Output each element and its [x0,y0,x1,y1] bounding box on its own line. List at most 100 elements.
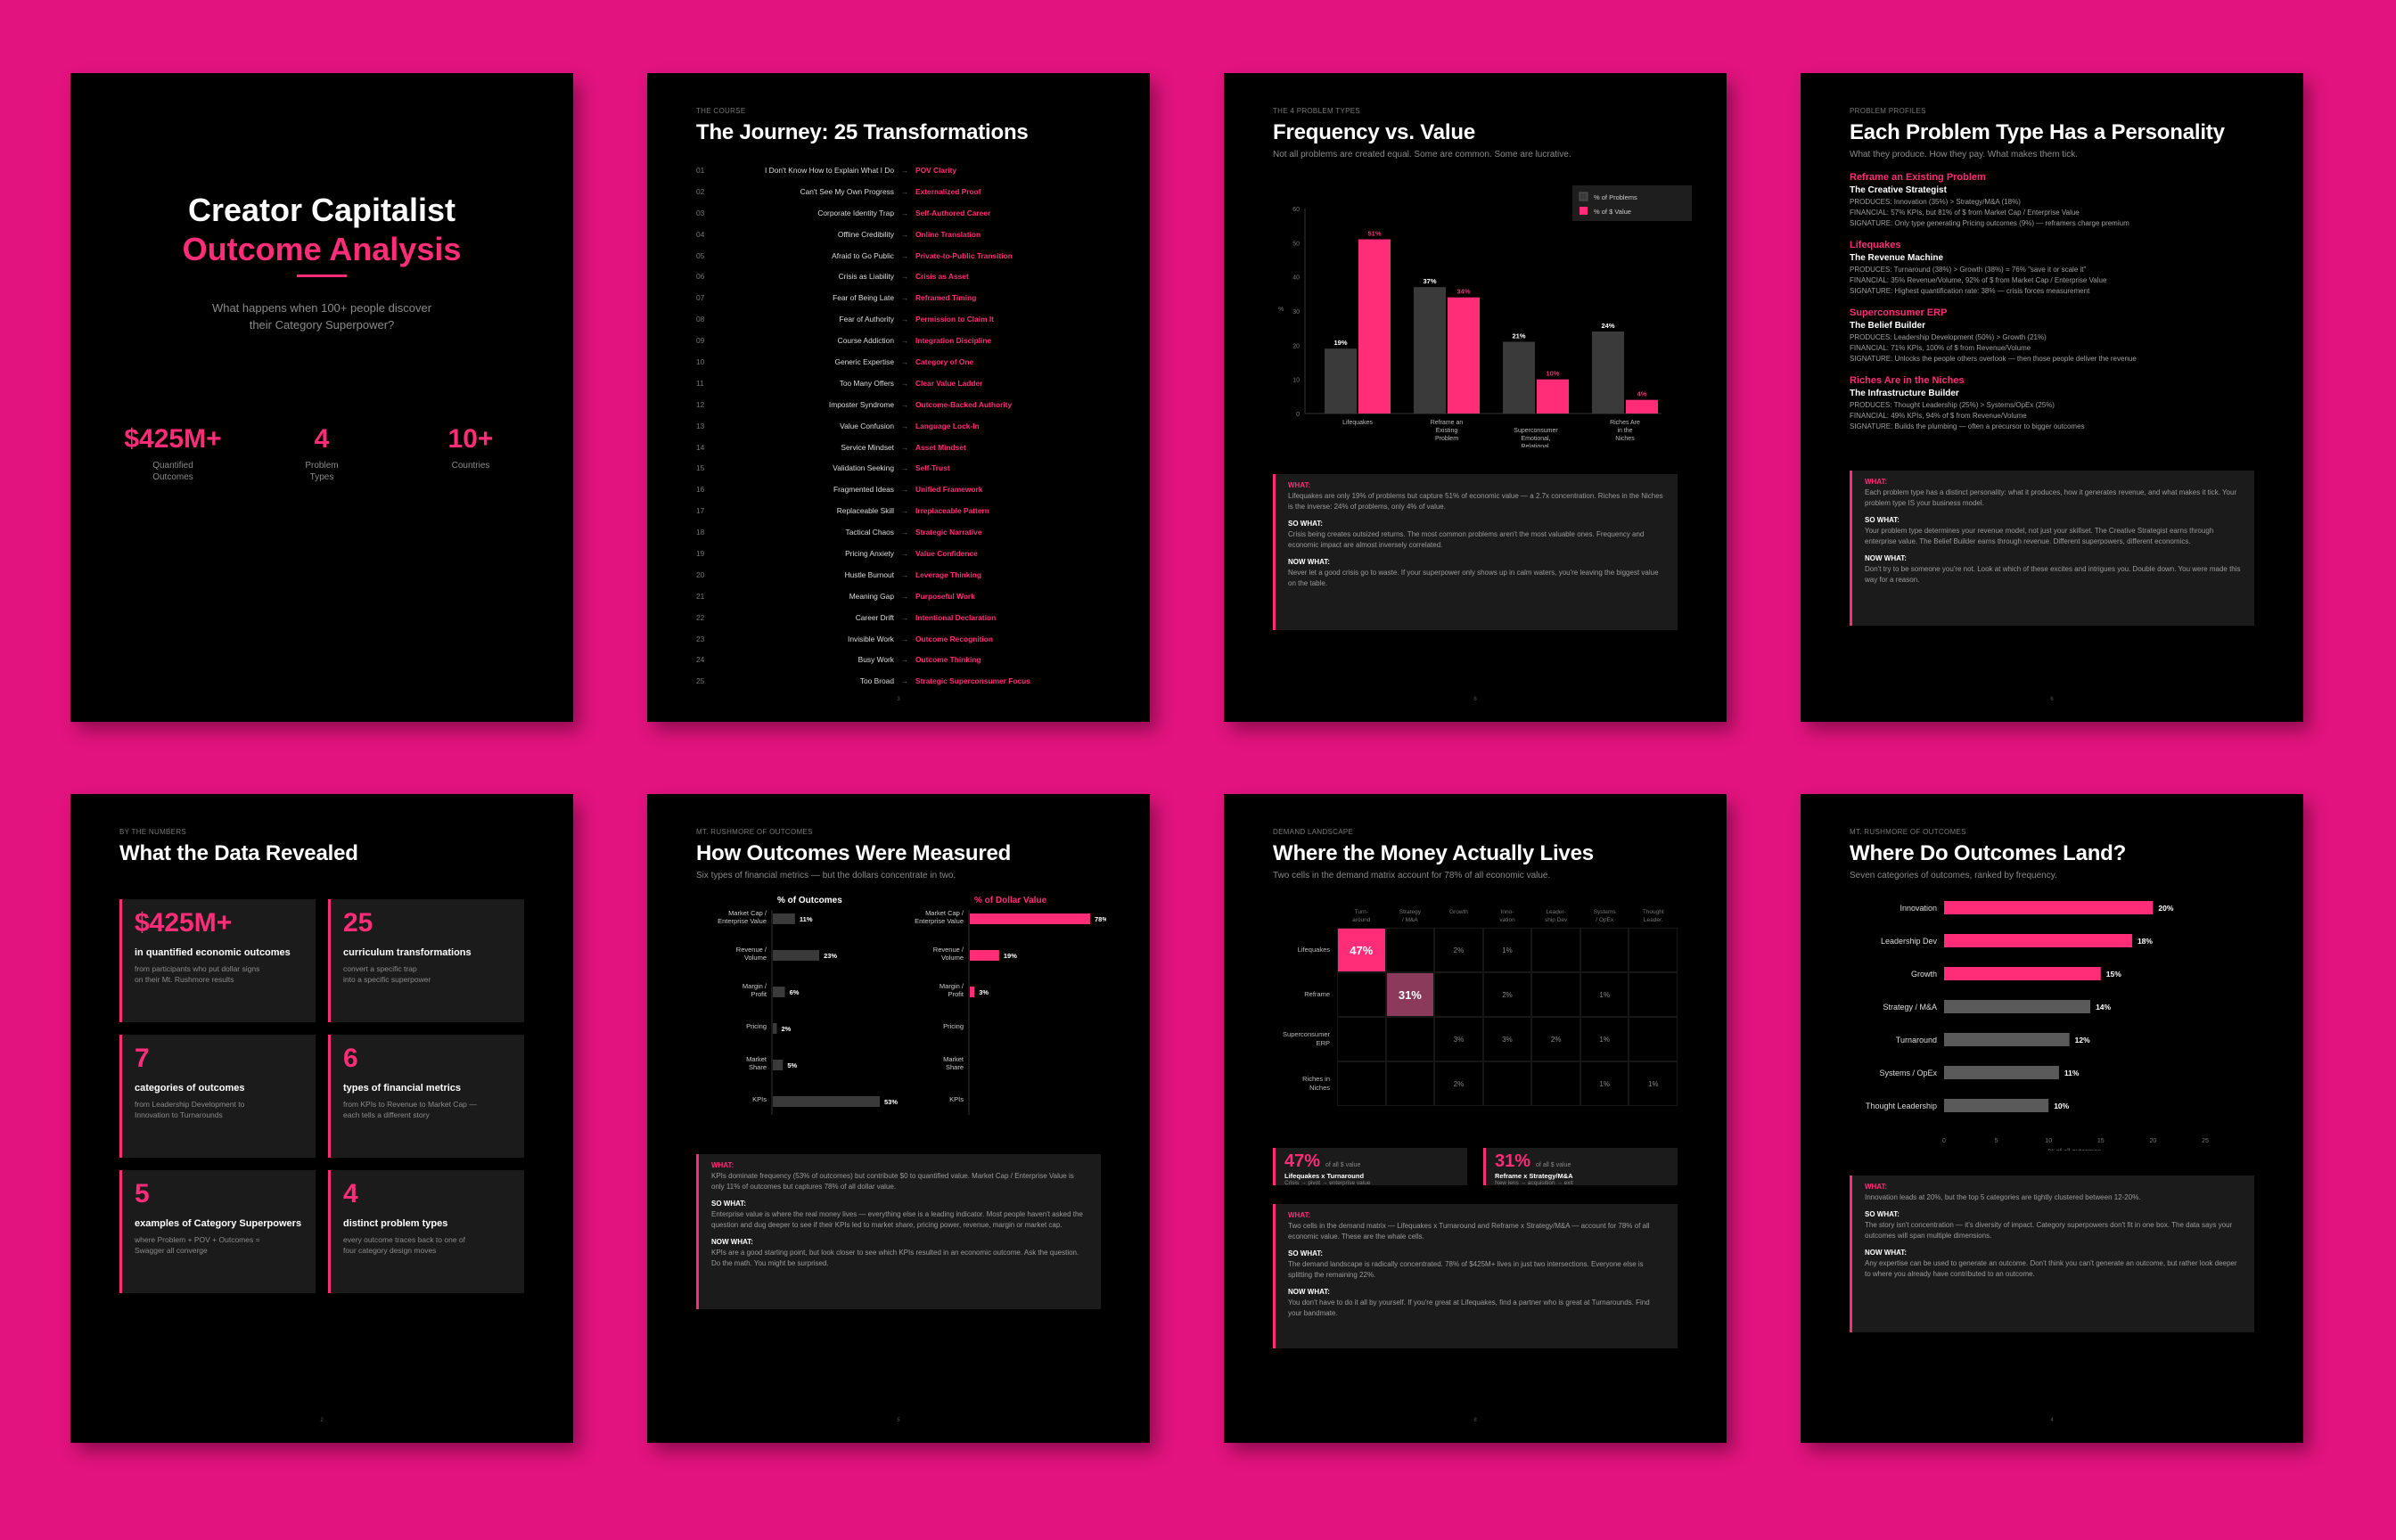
horizontal-bar [1944,1066,2059,1079]
x-tick-label: 20 [2150,1138,2157,1144]
heatmap-cell: 2% [1531,1017,1580,1061]
arrow-right-icon: → [900,165,909,175]
arrow-right-icon: → [900,676,909,686]
y-tick-label: 10 [1292,378,1300,384]
cover-page: Creator Capitalist Outcome Analysis What… [70,73,573,722]
page-number: 2 [320,1418,324,1423]
stat-card: 6 types of financial metrics from KPIs t… [328,1035,524,1158]
transformation-from: Value Confusion [840,421,894,430]
arrow-right-icon: → [900,293,909,303]
outcomes-land-page: Mt. Rushmore of Outcomes Where Do Outcom… [1801,794,2303,1443]
stat-card-label: categories of outcomes [135,1083,245,1094]
arrow-right-icon: → [900,548,909,558]
x-tick-label: Problem [1435,436,1458,442]
transformation-number: 06 [696,272,705,282]
so-what-text: Enterprise value is where the real money… [711,1210,1083,1229]
page-number: 3 [897,697,900,702]
horizontal-bar [1944,967,2101,980]
cover-stat-label: Quantified Outcomes [106,460,240,483]
x-tick-label: in the [1617,428,1632,434]
page-title: Frequency vs. Value [1273,120,1475,144]
stat-card: $425M+ in quantified economic outcomes f… [119,899,316,1022]
transformation-row: 04 Offline Credibility → Online Translation [696,224,1101,245]
bar-category-label: Thought Leadership [1866,1102,1937,1110]
profile-signature: SIGNATURE: Unlocks the people others ove… [1850,355,2137,363]
transformation-to: Value Confidence [915,548,978,558]
bar-category-label: Pricing [943,1022,964,1030]
transformation-row: 19 Pricing Anxiety → Value Confidence [696,543,1101,564]
stat-card-value: 6 [343,1044,358,1073]
arrow-right-icon: → [900,208,909,217]
heatmap-row-label: Reframe [1304,990,1330,998]
profile-name: Lifequakes [1850,240,1901,250]
bar-data-label: 23% [824,952,837,960]
stat-card-description: every outcome traces back to one of four … [343,1234,512,1256]
transformation-to: Strategic Superconsumer Focus [915,676,1030,686]
heatmap-cell: 3% [1434,1017,1483,1061]
legend-box [1572,185,1692,221]
heatmap-cell [1337,972,1386,1017]
transformation-to: POV Clarity [915,165,957,175]
transformation-to: Clear Value Ladder [915,378,983,388]
bar-data-label: 15% [2106,970,2121,979]
bar-category-label: Market [943,1055,964,1063]
heatmap-row-label: Riches in Niches [1302,1075,1330,1092]
profile-financial: FINANCIAL: 35% Revenue/Volume, 92% of $ … [1850,276,2107,284]
stat-card-description: where Problem + POV + Outcomes = Swagger … [135,1234,303,1256]
bar-category-label: Market [746,1055,767,1063]
transformation-row: 16 Fragmented Ideas → Unified Framework [696,479,1101,500]
bar-data-label: 18% [2138,937,2153,946]
frequency-page: The 4 Problem Types Frequency vs. Value … [1224,73,1727,722]
transformation-number: 21 [696,591,705,601]
arrow-right-icon: → [900,315,909,324]
transformation-from: Crisis as Liability [838,272,894,282]
y-tick-label: 40 [1292,275,1300,282]
transformation-from: Imposter Syndrome [828,399,894,409]
stat-card-label: curriculum transformations [343,947,472,958]
transformation-row: 01 I Don't Know How to Explain What I Do →… [696,160,1101,181]
profiles-page: Problem Profiles Each Problem Type Has a… [1801,73,2303,722]
transformation-row: 21 Meaning Gap → Purposeful Work [696,586,1101,607]
transformation-row: 07 Fear of Being Late → Reframed Timing [696,287,1101,308]
so-what-text: The story isn't concentration — it's div… [1865,1221,2233,1240]
profile-archetype: The Belief Builder [1850,321,1926,331]
bar-category-label: Margin / [743,982,767,990]
transformation-number: 24 [696,655,705,665]
y-tick-label: 20 [1292,343,1300,349]
transformation-from: Generic Expertise [834,356,894,366]
demand-stats-wrap: 47% of all $ value Lifequakes x Turnaroun… [1273,794,1678,1425]
x-tick-label: Emotional, [1521,436,1550,442]
cover-stat-value: 4 [314,424,330,454]
transformation-to: Integration Discipline [915,336,992,346]
transformation-from: Tactical Chaos [845,528,894,537]
transformation-row: 05 Afraid to Go Public → Private-to-Public … [696,245,1101,266]
transformation-number: 11 [696,378,704,388]
whale-stat-label: Reframe x Strategy/M&A [1495,1172,1573,1180]
bar-value [1537,379,1569,414]
now-what-text: You don't have to do it all by yourself.… [1288,1298,1650,1317]
now-what-text: Never let a good crisis go to waste. If … [1288,569,1659,587]
so-what-label: SO WHAT: [1865,1210,1900,1218]
bar-data-label: 51% [1367,230,1381,238]
bar-data-label: 11% [800,915,813,923]
transformation-to: Reframed Timing [915,293,977,303]
transformation-to: Category of One [915,356,974,366]
arrow-right-icon: → [900,272,909,282]
heatmap-cell [1482,1061,1532,1106]
transformation-row: 11 Too Many Offers → Clear Value Ladder [696,373,1101,394]
profile-name: Reframe an Existing Problem [1850,172,1986,183]
stat-card-label: examples of Category Superpowers [135,1218,302,1229]
stat-card-description-line2: each tells a different story [343,1110,430,1119]
bar-category-label: KPIs [752,1095,767,1103]
transformation-row: 23 Invisible Work → Outcome Recognition [696,628,1101,650]
bar-data-label: 2% [782,1025,792,1033]
page-number: 6 [1473,697,1477,702]
whale-stat-value: 31% of all $ value [1495,1151,1669,1172]
heatmap-cell [1629,1017,1678,1061]
heatmap-cell [1385,928,1435,972]
transformation-number: 07 [696,293,705,303]
bar-data-label: 4% [1637,390,1647,398]
bar-category-label: Volume [941,954,964,962]
legend-swatch [1579,192,1588,201]
page-number: 6 [2050,697,2054,702]
